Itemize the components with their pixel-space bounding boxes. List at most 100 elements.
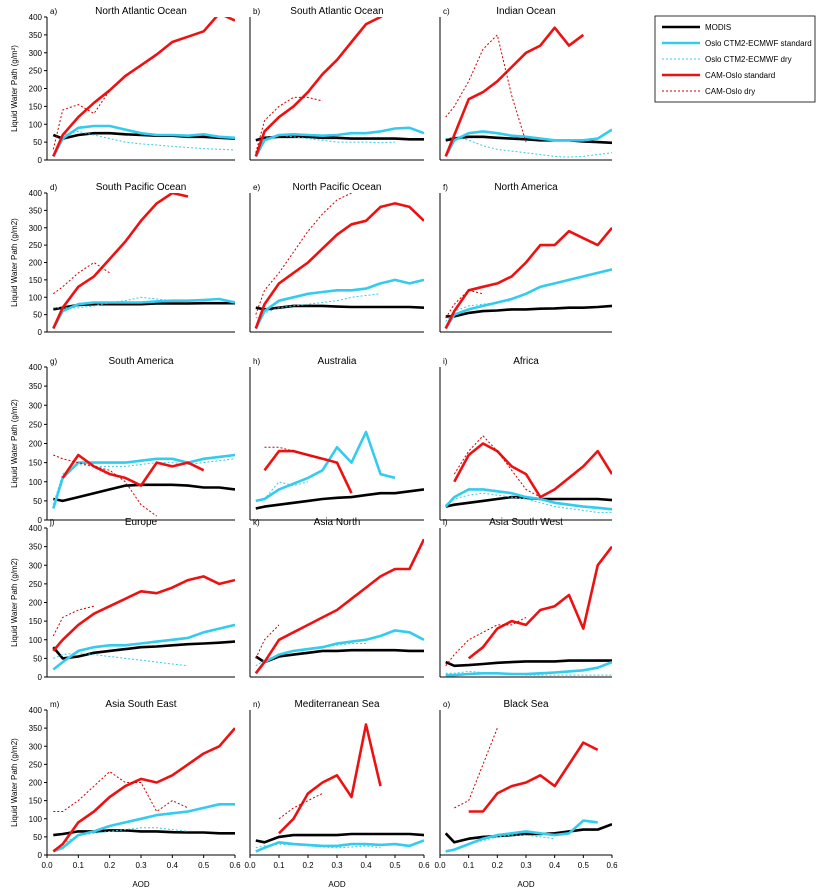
series-line <box>445 616 527 667</box>
panel-title: Mediterranean Sea <box>294 699 379 710</box>
panel-label: m) <box>50 700 60 709</box>
series-line <box>53 454 157 517</box>
x-tick-label: 0.4 <box>360 861 372 870</box>
series-line <box>254 538 424 675</box>
series-line <box>255 843 381 849</box>
x-tick-label: 0.1 <box>273 861 285 870</box>
panel-title: North America <box>494 182 558 193</box>
series-line <box>444 26 585 157</box>
series-line <box>52 623 235 671</box>
y-tick-label: 0 <box>38 851 43 860</box>
series-line <box>53 296 173 309</box>
series-line <box>52 17 235 157</box>
panel-label: d) <box>50 183 57 192</box>
y-tick-label: 300 <box>29 401 43 410</box>
series-line <box>278 792 323 820</box>
series-line <box>255 96 323 153</box>
y-tick-label: 200 <box>29 779 43 788</box>
series-line <box>52 124 235 158</box>
y-tick-label: 200 <box>29 599 43 608</box>
panel-label: f) <box>443 183 448 192</box>
x-tick-label: 0.6 <box>418 861 430 870</box>
panel-title: Asia South East <box>105 699 176 710</box>
series-line <box>255 839 424 853</box>
y-tick-label: 250 <box>29 420 43 429</box>
y-tick-label: 100 <box>29 293 43 302</box>
y-tick-label: 100 <box>29 478 43 487</box>
legend-box <box>654 15 816 103</box>
panel-label: o) <box>443 700 450 709</box>
panel-label: j) <box>49 518 55 527</box>
x-tick-label: 0.3 <box>331 861 343 870</box>
x-tick-label: 0.1 <box>463 861 475 870</box>
y-tick-label: 250 <box>29 67 43 76</box>
y-tick-label: 350 <box>29 382 43 391</box>
series-line <box>263 449 353 494</box>
x-tick-label: 0.1 <box>73 861 85 870</box>
panel-title: North Pacific Ocean <box>293 182 382 193</box>
x-axis-label: AOD <box>517 880 535 889</box>
x-tick-label: 0.5 <box>198 861 210 870</box>
series-line <box>52 90 111 150</box>
series-line <box>255 624 280 659</box>
series-line <box>255 293 381 319</box>
series-line <box>53 262 110 295</box>
y-tick-label: 200 <box>29 440 43 449</box>
y-tick-label: 200 <box>29 259 43 268</box>
panel-title: South America <box>108 356 173 367</box>
panel-title: South Pacific Ocean <box>96 182 187 193</box>
series-line <box>255 304 424 311</box>
series-line <box>61 453 205 487</box>
series-line <box>467 545 612 660</box>
panel-label: l) <box>443 518 448 527</box>
series-line <box>255 135 424 142</box>
panel-label: i) <box>443 357 448 366</box>
series-line <box>444 128 612 158</box>
series-line <box>445 492 612 513</box>
series-line <box>52 640 235 660</box>
y-tick-label: 50 <box>33 654 42 663</box>
series-line <box>264 446 323 460</box>
y-tick-label: 150 <box>29 459 43 468</box>
y-tick-label: 300 <box>29 49 43 58</box>
y-tick-label: 50 <box>33 311 42 320</box>
x-tick-label: 0.5 <box>578 861 590 870</box>
series-line <box>53 483 235 503</box>
legend-label: CAM-Oslo standard <box>705 71 775 80</box>
series-line <box>53 829 235 837</box>
series-line <box>445 304 612 318</box>
series-line <box>255 193 352 315</box>
series-line <box>445 289 484 319</box>
series-line <box>445 659 612 668</box>
x-tick-label: 0.3 <box>135 861 147 870</box>
series-line <box>254 278 424 330</box>
y-tick-label: 100 <box>29 636 43 645</box>
panel-label: g) <box>50 357 57 366</box>
series-line <box>454 727 498 809</box>
series-line <box>52 130 235 155</box>
series-line <box>445 300 512 322</box>
y-tick-label: 50 <box>33 497 42 506</box>
y-axis-label: Liquid Water Path (g/m2) <box>10 558 19 647</box>
y-tick-label: 250 <box>29 580 43 589</box>
y-tick-label: 200 <box>29 85 43 94</box>
y-tick-label: 0 <box>38 516 43 525</box>
panel-label: e) <box>253 183 260 192</box>
y-tick-label: 250 <box>29 241 43 250</box>
series-line <box>255 832 424 844</box>
panel-title: Africa <box>513 356 539 367</box>
panel-label: b) <box>253 7 260 16</box>
y-axis-label: Liquid Water Path (g/m2) <box>10 399 19 488</box>
series-line <box>445 834 555 852</box>
series-line <box>255 488 424 510</box>
series-line <box>52 297 235 330</box>
series-line <box>445 136 612 158</box>
y-tick-label: 50 <box>33 833 42 842</box>
x-tick-label: 0.2 <box>104 861 116 870</box>
panel-title: Europe <box>125 517 158 528</box>
y-tick-label: 400 <box>29 524 43 533</box>
panel-title: South Atlantic Ocean <box>290 6 383 17</box>
panel-title: North Atlantic Ocean <box>95 6 187 17</box>
panel-label: k) <box>253 518 260 527</box>
y-axis-label: Liquid Water Path (g/m²) <box>10 45 19 132</box>
